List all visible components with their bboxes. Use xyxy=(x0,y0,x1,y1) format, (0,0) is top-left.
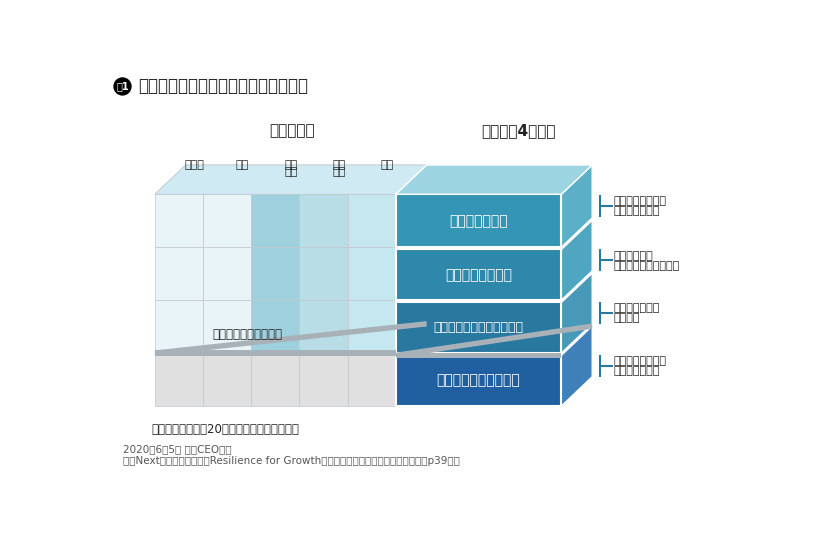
Polygon shape xyxy=(561,273,592,353)
Polygon shape xyxy=(348,165,427,194)
Polygon shape xyxy=(348,194,396,247)
Text: 上下: 上下 xyxy=(284,160,297,170)
Polygon shape xyxy=(396,356,561,406)
Text: 自動車: 自動車 xyxy=(185,160,204,170)
Text: 電力: 電力 xyxy=(333,160,345,170)
Polygon shape xyxy=(396,165,592,194)
Polygon shape xyxy=(155,165,592,194)
Polygon shape xyxy=(561,165,592,247)
Text: 発電: 発電 xyxy=(381,160,394,170)
Polygon shape xyxy=(203,353,251,406)
Text: 技術で差別化する: 技術で差別化する xyxy=(614,356,667,366)
Polygon shape xyxy=(396,250,561,300)
Polygon shape xyxy=(348,353,396,406)
Text: インフラサービス: インフラサービス xyxy=(445,268,512,282)
Text: 鉄道: 鉄道 xyxy=(236,160,249,170)
Circle shape xyxy=(114,78,131,95)
Text: 機能別（4分類）: 機能別（4分類） xyxy=(481,123,556,138)
Polygon shape xyxy=(396,194,561,247)
Text: 2020年6月5日 車谷CEO報告: 2020年6月5日 車谷CEO報告 xyxy=(123,445,231,455)
Text: 新付加価値創造: 新付加価値創造 xyxy=(614,207,660,217)
Polygon shape xyxy=(348,300,396,353)
Polygon shape xyxy=(155,165,234,194)
Text: 東芝Nextプラン進捗報告「Resilience for Growth～インフラサービスカンパニーへ～」p39より: 東芝Nextプラン進捗報告「Resilience for Growth～インフラ… xyxy=(123,456,459,466)
Text: 青マスは東芝の約20の事業体が対応する領域: 青マスは東芝の約20の事業体が対応する領域 xyxy=(151,423,299,436)
Polygon shape xyxy=(299,247,348,300)
Polygon shape xyxy=(203,300,251,353)
Polygon shape xyxy=(203,165,282,194)
Polygon shape xyxy=(561,220,592,300)
Polygon shape xyxy=(251,165,330,194)
Text: ハード・ソフト: ハード・ソフト xyxy=(614,366,660,376)
Polygon shape xyxy=(203,194,251,247)
Text: 水道: 水道 xyxy=(284,167,297,178)
Polygon shape xyxy=(299,353,348,406)
Polygon shape xyxy=(561,326,592,406)
Polygon shape xyxy=(155,247,203,300)
Polygon shape xyxy=(155,300,203,353)
Polygon shape xyxy=(299,194,348,247)
Polygon shape xyxy=(251,247,299,300)
Polygon shape xyxy=(348,247,396,300)
Polygon shape xyxy=(396,324,592,358)
Text: 半導体・モーターなど: 半導体・モーターなど xyxy=(213,328,283,341)
Text: データサービス: データサービス xyxy=(449,214,508,228)
Polygon shape xyxy=(251,194,299,247)
Text: インフラシステム（構築）: インフラシステム（構築） xyxy=(433,321,523,334)
Polygon shape xyxy=(203,247,251,300)
Text: 東芝グループの新しい事業セグメント: 東芝グループの新しい事業セグメント xyxy=(138,77,308,95)
Polygon shape xyxy=(299,300,348,353)
Text: 各種インフラの: 各種インフラの xyxy=(614,304,660,314)
Text: 流通: 流通 xyxy=(333,167,345,178)
Text: 初期構築: 初期構築 xyxy=(614,314,640,324)
Text: 図1: 図1 xyxy=(116,81,129,91)
Polygon shape xyxy=(396,302,561,353)
Polygon shape xyxy=(155,194,203,247)
Text: 長期にわたる: 長期にわたる xyxy=(614,250,654,260)
Polygon shape xyxy=(155,353,203,406)
Polygon shape xyxy=(396,353,561,358)
Text: 保守・更新・運用受託: 保守・更新・運用受託 xyxy=(614,260,680,270)
Text: デバイス・プロダクト: デバイス・プロダクト xyxy=(437,374,521,388)
Polygon shape xyxy=(299,165,379,194)
Polygon shape xyxy=(155,351,396,356)
Polygon shape xyxy=(251,353,299,406)
Polygon shape xyxy=(251,300,299,353)
Text: データ活用による: データ活用による xyxy=(614,197,667,207)
Text: 産業分野別: 産業分野別 xyxy=(270,123,315,138)
Polygon shape xyxy=(155,321,427,356)
